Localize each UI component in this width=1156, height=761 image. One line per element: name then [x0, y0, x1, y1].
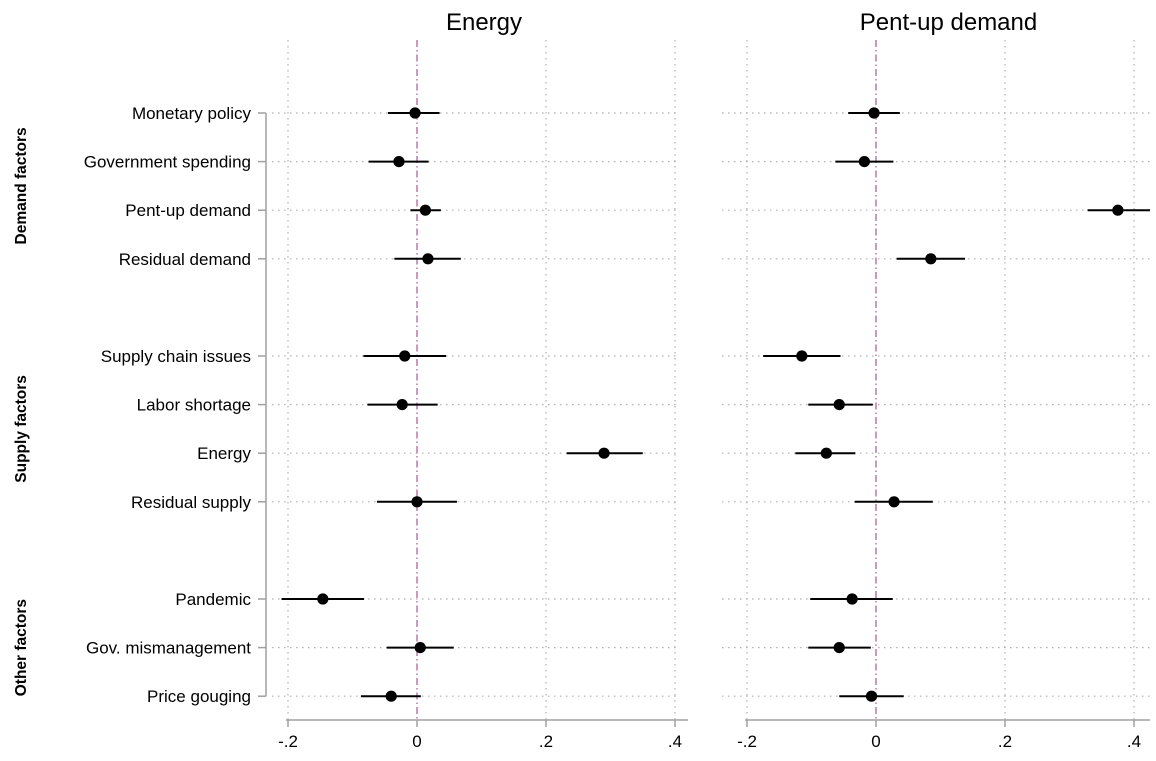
point-estimate [385, 690, 397, 702]
panel-title: Energy [446, 9, 522, 36]
row-label: Monetary policy [132, 104, 252, 123]
point-estimate [868, 107, 880, 119]
x-tick-label: .2 [998, 732, 1012, 751]
row-label: Supply chain issues [101, 347, 251, 366]
point-estimate [411, 496, 423, 508]
group-label: Supply factors [13, 375, 30, 483]
row-label: Pent-up demand [125, 201, 251, 220]
point-estimate [598, 447, 610, 459]
point-estimate [888, 496, 900, 508]
row-label: Energy [197, 444, 251, 463]
x-tick-label: 0 [871, 732, 880, 751]
point-estimate [858, 156, 870, 168]
point-estimate [925, 253, 937, 265]
panel-0: Energy -.2 0 .2 .4 [272, 9, 688, 751]
row-label: Government spending [84, 153, 251, 172]
row-label: Pandemic [175, 590, 251, 609]
point-estimate [1112, 204, 1124, 216]
x-tick-label: .4 [1127, 732, 1141, 751]
point-estimate [796, 350, 808, 362]
x-tick-label: -.2 [737, 732, 757, 751]
x-tick-label: -.2 [278, 732, 298, 751]
group-label: Other factors [13, 599, 30, 696]
point-estimate [414, 642, 426, 654]
group-label: Demand factors [13, 127, 30, 244]
point-estimate [833, 642, 845, 654]
point-estimate [419, 204, 431, 216]
point-estimate [396, 399, 408, 411]
row-label: Price gouging [147, 687, 251, 706]
point-estimate [820, 447, 832, 459]
panel-title: Pent-up demand [860, 9, 1037, 36]
point-estimate [399, 350, 411, 362]
x-tick-label: .4 [668, 732, 682, 751]
row-label: Labor shortage [137, 396, 251, 415]
row-label: Gov. mismanagement [86, 639, 251, 658]
row-label: Residual demand [119, 250, 251, 269]
point-estimate [846, 593, 858, 605]
point-estimate [409, 107, 421, 119]
panel-1: Pent-up demand -.2 0 .2 .4 [722, 9, 1154, 751]
point-estimate [833, 399, 845, 411]
point-estimate [865, 690, 878, 702]
x-tick-label: 0 [412, 732, 421, 751]
point-estimate [393, 156, 405, 168]
point-estimate [317, 593, 329, 605]
row-label: Residual supply [131, 493, 252, 512]
x-tick-label: .2 [539, 732, 553, 751]
point-estimate [422, 253, 434, 265]
